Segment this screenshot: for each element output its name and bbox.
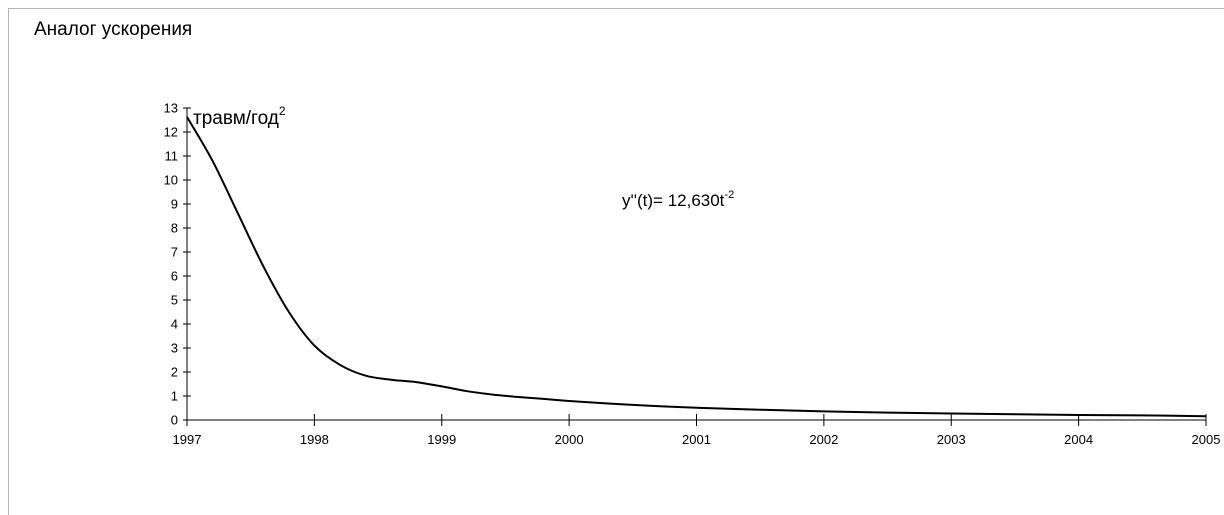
series-line <box>186 116 1207 418</box>
y-tick-label: 4 <box>171 317 178 332</box>
x-tick-label: 1997 <box>173 432 202 447</box>
y-tick-label: 12 <box>164 125 178 140</box>
x-tick-label: 2000 <box>555 432 584 447</box>
x-tick-label: 2003 <box>937 432 966 447</box>
chart-frame <box>8 8 1224 515</box>
equation-sup: -2 <box>724 189 734 201</box>
y-tick-label: 0 <box>171 413 178 428</box>
y-axis-label-sup: 2 <box>279 104 286 118</box>
chart-title: Аналог ускорения <box>34 19 193 40</box>
x-tick-label: 1999 <box>427 432 456 447</box>
y-tick-label: 13 <box>164 101 178 116</box>
y-tick-label: 9 <box>171 197 178 212</box>
x-tick-label: 2002 <box>809 432 838 447</box>
equation-annotation: y''(t)= 12,630t-2 <box>622 189 734 210</box>
y-tick-label: 3 <box>171 341 178 356</box>
y-tick-label: 5 <box>171 293 178 308</box>
y-axis-label-text: травм/год <box>193 108 279 129</box>
x-tick-label: 2005 <box>1192 432 1221 447</box>
y-tick-label: 11 <box>165 149 179 164</box>
y-tick-label: 2 <box>171 365 178 380</box>
y-axis-label: травм/год2 <box>193 104 286 129</box>
axes <box>186 108 1206 425</box>
y-tick-label: 10 <box>164 173 178 188</box>
y-tick-label: 7 <box>171 245 178 260</box>
y-tick-label: 8 <box>171 221 178 236</box>
equation-text: y''(t)= 12,630t <box>622 191 725 210</box>
y-tick-label: 1 <box>171 389 178 404</box>
y-tick-label: 6 <box>171 269 178 284</box>
x-tick-label: 2004 <box>1064 432 1093 447</box>
x-tick-label: 1998 <box>300 432 329 447</box>
x-tick-label: 2001 <box>682 432 711 447</box>
